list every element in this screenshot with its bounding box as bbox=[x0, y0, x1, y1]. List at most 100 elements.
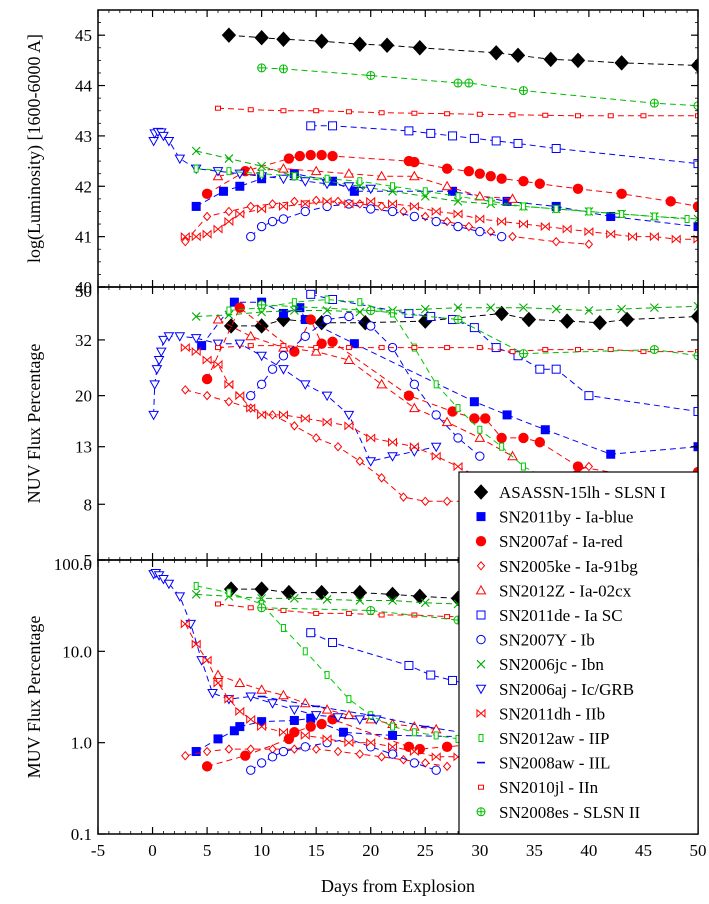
data-point-8-bottom bbox=[289, 705, 300, 716]
data-point-2-top bbox=[692, 201, 698, 212]
data-point-8-bottom bbox=[354, 715, 366, 725]
data-point-13-middle-cross bbox=[519, 349, 528, 358]
data-point-12-top bbox=[411, 110, 418, 116]
data-point-5-top bbox=[448, 131, 458, 141]
legend-label-9: SN2011dh - IIb bbox=[499, 704, 605, 723]
series-3-bottom bbox=[181, 744, 452, 772]
legend-label-12: SN2010jl - IIn bbox=[499, 778, 599, 797]
data-point-9-bottom bbox=[344, 738, 354, 748]
series-line-7-middle bbox=[196, 305, 698, 317]
y-tick-label-middle: 5 bbox=[84, 551, 93, 570]
data-point-7-bottom bbox=[420, 598, 430, 608]
series-9 bbox=[180, 196, 698, 779]
data-point-12-middle bbox=[542, 347, 549, 353]
data-point-4-bottom bbox=[299, 697, 311, 708]
data-point-10-top bbox=[455, 192, 461, 201]
data-point-9-bottom bbox=[235, 706, 245, 716]
data-point-1-top bbox=[235, 181, 245, 191]
data-point-1-bottom bbox=[213, 734, 223, 744]
data-point-9-bottom bbox=[191, 639, 201, 649]
data-point-7-top bbox=[693, 214, 698, 224]
data-point-8-middle bbox=[212, 339, 224, 350]
data-point-12-top bbox=[542, 112, 549, 118]
data-point-6-top bbox=[267, 216, 278, 227]
data-point-1-bottom bbox=[289, 715, 299, 725]
series-line-1-bottom bbox=[195, 717, 698, 752]
data-point-3-middle bbox=[181, 385, 190, 395]
data-point-4-middle bbox=[474, 432, 486, 442]
data-point-8-middle bbox=[278, 365, 289, 375]
data-point-9-top bbox=[475, 214, 485, 224]
series-10-top bbox=[193, 164, 690, 224]
series-6-bottom bbox=[246, 734, 441, 775]
data-point-0-top bbox=[510, 47, 526, 64]
data-point-2-top bbox=[474, 168, 486, 179]
data-point-2-middle bbox=[403, 390, 415, 401]
data-point-2-top bbox=[463, 165, 475, 177]
data-point-6-middle bbox=[256, 379, 267, 390]
series-line-3-top bbox=[184, 199, 589, 245]
data-point-7-middle bbox=[693, 301, 698, 311]
data-point-3-bottom bbox=[224, 744, 234, 754]
series-9-top bbox=[180, 196, 698, 244]
data-point-2-middle bbox=[572, 461, 584, 472]
data-point-0-top bbox=[276, 31, 291, 47]
series-12-middle bbox=[215, 343, 698, 355]
panel-frame-top bbox=[97, 9, 699, 288]
legend-marker-3 bbox=[476, 561, 486, 571]
data-point-5-top bbox=[491, 136, 501, 146]
data-point-5-top bbox=[328, 121, 338, 131]
data-point-2-middle bbox=[289, 346, 300, 357]
data-point-8-top bbox=[158, 131, 169, 142]
y-axis-title-bottom: MUV Flux Percentage bbox=[24, 616, 44, 779]
data-point-9-top bbox=[431, 206, 441, 217]
data-point-9-middle bbox=[278, 410, 288, 420]
data-point-12-middle bbox=[247, 343, 254, 349]
data-point-9-middle bbox=[300, 413, 310, 424]
data-point-8-bottom bbox=[207, 688, 218, 699]
data-point-2-bottom bbox=[289, 727, 300, 738]
data-point-4-middle bbox=[310, 346, 322, 356]
data-point-2-bottom bbox=[201, 761, 213, 772]
data-point-9-middle bbox=[431, 451, 441, 461]
data-point-4-middle bbox=[343, 354, 355, 365]
data-point-5-top bbox=[469, 133, 479, 143]
x-tick-label: 20 bbox=[362, 841, 379, 860]
data-point-5-top bbox=[693, 159, 698, 169]
series-10 bbox=[193, 164, 690, 759]
data-point-7-top bbox=[191, 146, 201, 156]
x-tick-label: 10 bbox=[253, 841, 270, 860]
data-point-0-top bbox=[254, 29, 269, 46]
y-tick-label-top: 40 bbox=[75, 278, 92, 297]
data-point-9-top bbox=[606, 229, 616, 239]
data-point-2-middle bbox=[496, 432, 507, 444]
data-point-10-bottom bbox=[390, 722, 396, 731]
series-4 bbox=[212, 163, 518, 734]
data-point-1-bottom bbox=[388, 730, 398, 740]
legend-label-8: SN2006aj - Ic/GRB bbox=[499, 680, 634, 699]
data-point-6-top bbox=[300, 206, 310, 217]
data-point-3-top bbox=[333, 196, 343, 207]
data-point-1-middle bbox=[502, 410, 512, 420]
data-point-8-middle bbox=[321, 391, 333, 402]
data-point-9-top bbox=[628, 232, 638, 242]
data-point-4-bottom bbox=[343, 709, 355, 720]
data-point-9-top bbox=[300, 199, 310, 209]
data-point-12-top bbox=[280, 108, 287, 114]
legend-marker-12 bbox=[478, 784, 484, 790]
data-point-2-top bbox=[316, 149, 327, 161]
data-point-0-top bbox=[221, 27, 237, 43]
data-point-12-middle bbox=[607, 347, 614, 353]
data-point-7-top bbox=[224, 154, 234, 163]
data-point-5-middle bbox=[404, 308, 414, 318]
data-point-0-bottom bbox=[352, 584, 368, 601]
data-point-0-top bbox=[379, 37, 395, 53]
legend-label-2: SN2007af - Ia-red bbox=[499, 532, 623, 551]
data-point-3-top bbox=[399, 206, 408, 217]
data-point-12-middle bbox=[378, 345, 385, 351]
data-point-2-middle bbox=[469, 413, 480, 424]
data-point-6-top bbox=[453, 221, 463, 232]
data-point-8-middle bbox=[155, 347, 167, 358]
data-point-8-bottom bbox=[158, 574, 169, 585]
data-point-12-middle bbox=[313, 345, 320, 351]
